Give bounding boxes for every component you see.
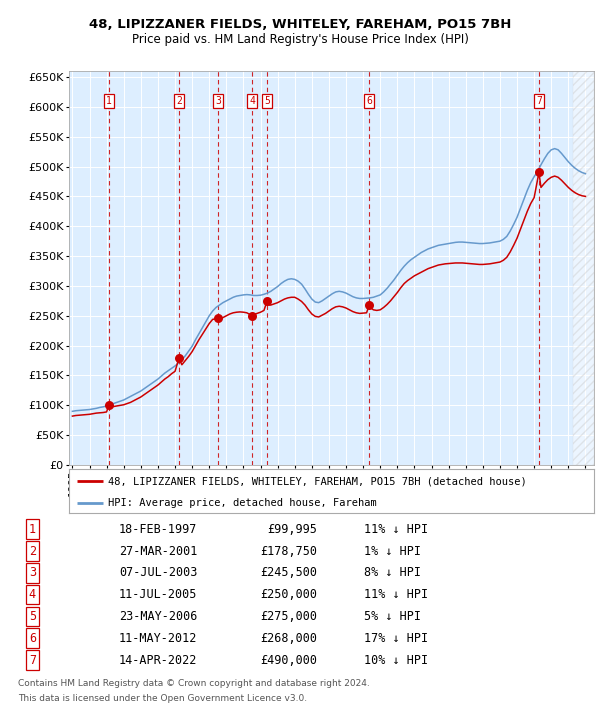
Text: £490,000: £490,000	[260, 653, 317, 667]
Text: 1: 1	[106, 97, 112, 106]
Text: 4: 4	[250, 97, 255, 106]
Text: 7: 7	[536, 97, 542, 106]
Text: 48, LIPIZZANER FIELDS, WHITELEY, FAREHAM, PO15 7BH (detached house): 48, LIPIZZANER FIELDS, WHITELEY, FAREHAM…	[109, 476, 527, 486]
Text: 1% ↓ HPI: 1% ↓ HPI	[364, 545, 421, 557]
Text: 2: 2	[176, 97, 182, 106]
Text: This data is licensed under the Open Government Licence v3.0.: This data is licensed under the Open Gov…	[18, 694, 307, 704]
Text: 48, LIPIZZANER FIELDS, WHITELEY, FAREHAM, PO15 7BH: 48, LIPIZZANER FIELDS, WHITELEY, FAREHAM…	[89, 18, 511, 31]
Text: 11% ↓ HPI: 11% ↓ HPI	[364, 588, 428, 601]
Text: 07-JUL-2003: 07-JUL-2003	[119, 567, 197, 579]
Text: 6: 6	[367, 97, 372, 106]
Text: 3: 3	[215, 97, 221, 106]
Text: 18-FEB-1997: 18-FEB-1997	[119, 523, 197, 536]
Text: 2: 2	[29, 545, 36, 557]
Text: 6: 6	[29, 632, 36, 645]
Text: 7: 7	[29, 653, 36, 667]
Text: £250,000: £250,000	[260, 588, 317, 601]
Text: £245,500: £245,500	[260, 567, 317, 579]
Text: 5% ↓ HPI: 5% ↓ HPI	[364, 610, 421, 623]
Text: £178,750: £178,750	[260, 545, 317, 557]
Text: £275,000: £275,000	[260, 610, 317, 623]
Text: 5: 5	[264, 97, 270, 106]
Text: 5: 5	[29, 610, 36, 623]
Text: 10% ↓ HPI: 10% ↓ HPI	[364, 653, 428, 667]
Text: 1: 1	[29, 523, 36, 536]
Text: 11-MAY-2012: 11-MAY-2012	[119, 632, 197, 645]
Text: £99,995: £99,995	[268, 523, 317, 536]
Text: 14-APR-2022: 14-APR-2022	[119, 653, 197, 667]
Text: 23-MAY-2006: 23-MAY-2006	[119, 610, 197, 623]
Text: HPI: Average price, detached house, Fareham: HPI: Average price, detached house, Fare…	[109, 498, 377, 508]
Text: Price paid vs. HM Land Registry's House Price Index (HPI): Price paid vs. HM Land Registry's House …	[131, 33, 469, 46]
Text: Contains HM Land Registry data © Crown copyright and database right 2024.: Contains HM Land Registry data © Crown c…	[18, 679, 370, 689]
Text: £268,000: £268,000	[260, 632, 317, 645]
Text: 4: 4	[29, 588, 36, 601]
Text: 11% ↓ HPI: 11% ↓ HPI	[364, 523, 428, 536]
Text: 27-MAR-2001: 27-MAR-2001	[119, 545, 197, 557]
Text: 3: 3	[29, 567, 36, 579]
Text: 17% ↓ HPI: 17% ↓ HPI	[364, 632, 428, 645]
Text: 8% ↓ HPI: 8% ↓ HPI	[364, 567, 421, 579]
Text: 11-JUL-2005: 11-JUL-2005	[119, 588, 197, 601]
